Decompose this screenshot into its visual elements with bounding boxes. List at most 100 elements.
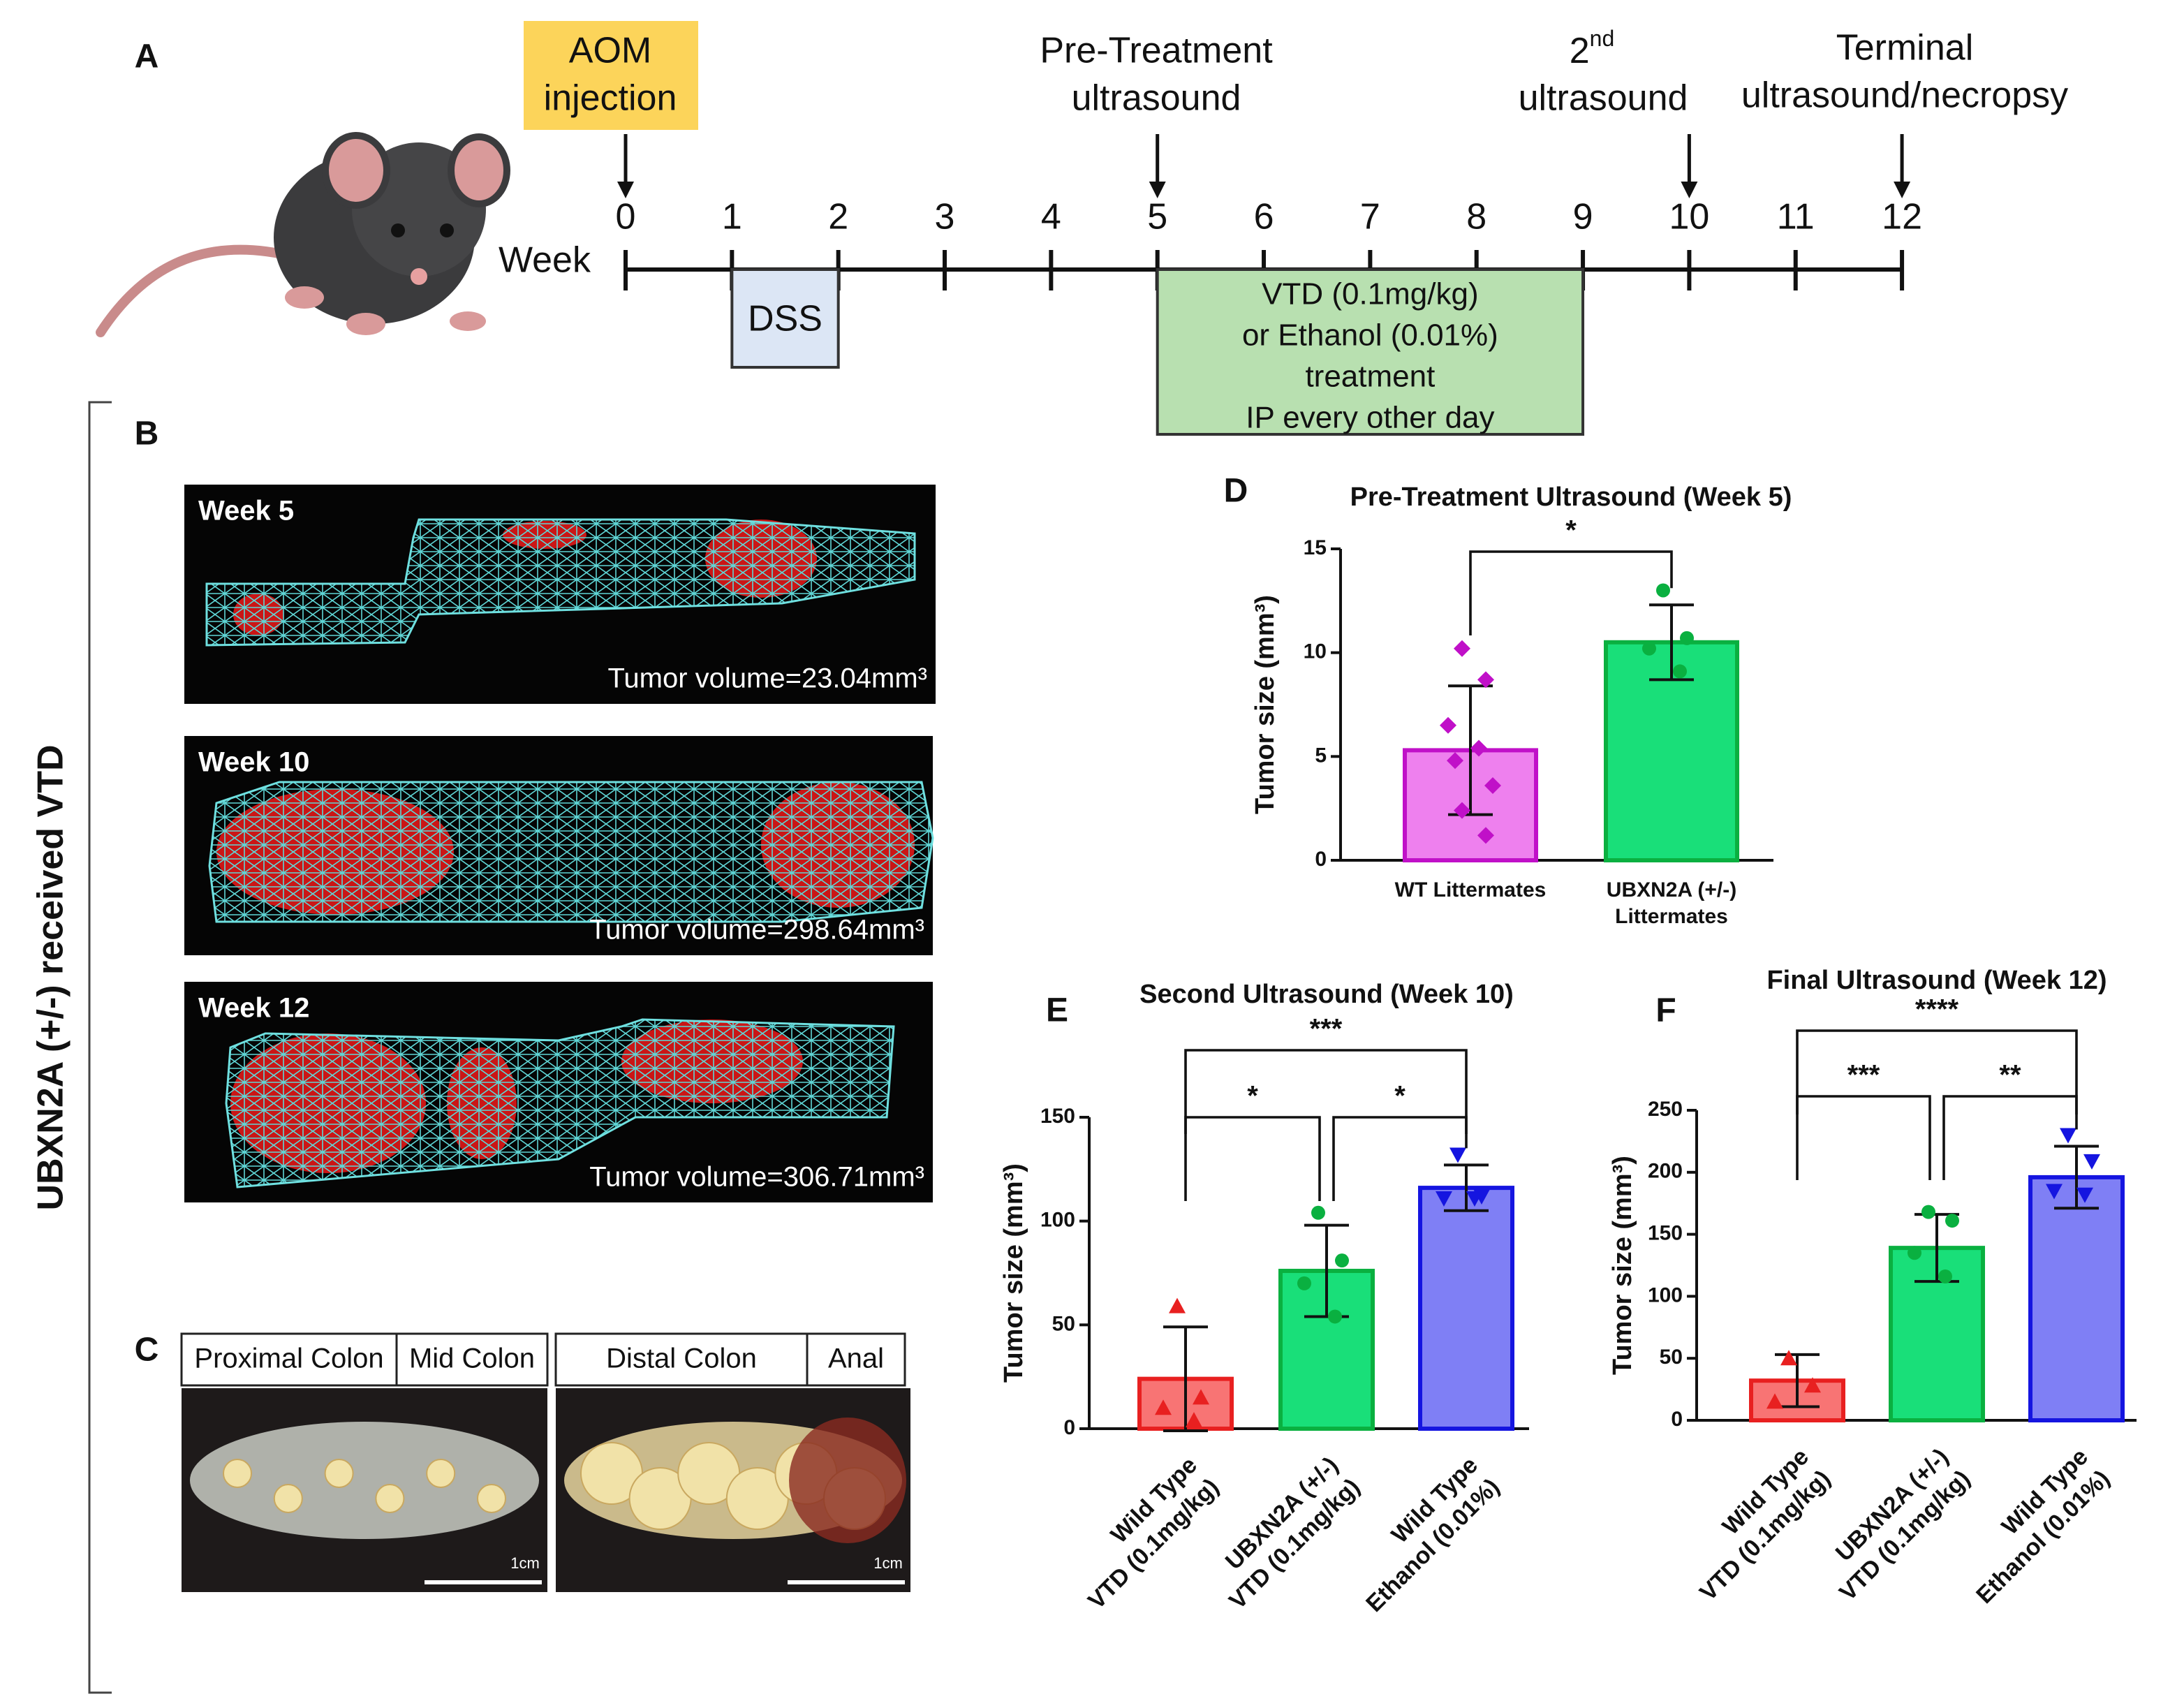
event-arrowhead	[1894, 182, 1911, 198]
data-point	[1449, 1147, 1466, 1163]
treatment-text: or Ethanol (0.01%)	[1242, 318, 1498, 353]
scale-label: 1cm	[873, 1554, 903, 1572]
tumor-nodule	[223, 1459, 252, 1488]
data-point	[1440, 716, 1456, 734]
data-point	[1328, 1309, 1342, 1324]
x-tick-label: UBXN2A (+/-)	[1607, 878, 1736, 901]
significance-bracket	[1796, 1029, 2078, 1114]
event-arrowhead	[1681, 182, 1698, 198]
panel-label: E	[1046, 992, 1068, 1029]
panel-label: C	[135, 1332, 159, 1369]
data-point	[1921, 1205, 1935, 1219]
event-arrowhead	[617, 182, 634, 198]
region-label: Proximal Colon	[194, 1343, 383, 1374]
data-point	[1477, 671, 1494, 689]
panel-label: A	[135, 38, 159, 75]
data-point	[1656, 583, 1670, 598]
significance-label: *	[1565, 515, 1577, 546]
tumor-nodule	[273, 1484, 303, 1513]
significance-label: ****	[1915, 994, 1959, 1025]
data-point	[1169, 1297, 1186, 1313]
side-label: UBXN2A (+/-) received VTD	[31, 744, 71, 1210]
significance-bracket	[1942, 1095, 2078, 1180]
event-text: AOM	[569, 31, 651, 71]
event-text: 2nd	[1570, 26, 1615, 71]
data-point	[1766, 1393, 1783, 1409]
significance-label: ***	[1310, 1014, 1343, 1045]
data-point	[1780, 1350, 1797, 1366]
significance-bracket	[1184, 1049, 1468, 1134]
data-point	[1804, 1377, 1821, 1393]
week-label: Week 10	[198, 747, 309, 778]
significance-bracket	[1184, 1116, 1321, 1201]
region-label: Mid Colon	[409, 1343, 535, 1374]
data-point	[2060, 1128, 2076, 1144]
dss-box	[730, 268, 840, 369]
y-tick-label: 5	[1315, 744, 1327, 767]
week-label: 6	[1254, 197, 1274, 237]
data-point	[1908, 1246, 1921, 1260]
data-point	[1680, 631, 1694, 645]
significance-label: *	[1394, 1081, 1405, 1112]
y-tick-label: 50	[1660, 1346, 1683, 1369]
data-point	[1454, 640, 1470, 657]
data-point	[1477, 827, 1494, 844]
event-arrowhead	[1149, 182, 1166, 198]
treatment-box	[1156, 268, 1585, 436]
significance-bracket	[1796, 1095, 1931, 1180]
treatment-text: IP every other day	[1246, 401, 1494, 435]
scale-label: 1cm	[510, 1554, 540, 1572]
week-label: Week 12	[198, 993, 309, 1024]
event-text: ultrasound	[1519, 78, 1688, 119]
event-text: ultrasound/necropsy	[1741, 75, 2068, 116]
week-label: 0	[616, 197, 636, 237]
y-axis-label: Tumor size (mm³)	[999, 1163, 1028, 1383]
data-point	[2083, 1154, 2100, 1170]
data-point	[1938, 1269, 1952, 1283]
data-point	[1673, 664, 1687, 679]
data-point	[1945, 1214, 1959, 1228]
event-text: ultrasound	[1072, 78, 1241, 119]
significance-bracket	[1469, 550, 1673, 635]
region-box	[395, 1332, 549, 1387]
y-tick-label: 50	[1052, 1312, 1075, 1335]
mouse-illustration	[96, 132, 510, 337]
y-tick-label: 100	[1648, 1283, 1683, 1306]
panel-label: B	[135, 415, 159, 452]
y-tick-label: 15	[1304, 536, 1327, 559]
x-tick-label: WT Littermates	[1395, 878, 1547, 901]
tumor-nodule	[324, 1459, 354, 1488]
event-text: Terminal	[1836, 28, 1974, 68]
y-tick-label: 250	[1648, 1098, 1683, 1121]
data-point	[1436, 1191, 1452, 1207]
week-label: 11	[1777, 197, 1815, 237]
y-tick-label: 100	[1040, 1209, 1075, 1232]
region-label: Anal	[828, 1343, 884, 1374]
y-axis-label: Tumor size (mm³)	[1250, 595, 1280, 814]
event-text: Pre-Treatment	[1040, 31, 1273, 71]
panel-label: D	[1224, 473, 1248, 510]
event-superscript: nd	[1590, 26, 1615, 51]
data-point	[2076, 1187, 2093, 1203]
data-point	[1297, 1276, 1311, 1290]
side-bracket	[88, 401, 112, 1694]
axis-label: Week	[499, 240, 591, 281]
data-point	[1193, 1389, 1209, 1405]
data-point	[1466, 1191, 1483, 1207]
aom-box	[524, 21, 698, 130]
data-point	[1155, 1399, 1172, 1415]
tumor-nodule	[426, 1459, 456, 1488]
y-tick-label: 10	[1304, 640, 1327, 663]
significance-bracket	[1332, 1116, 1468, 1201]
panel-label: F	[1655, 992, 1676, 1029]
volume-label: Tumor volume=23.04mm³	[607, 663, 927, 694]
week-label: 4	[1041, 197, 1061, 237]
data-point	[1186, 1412, 1202, 1428]
significance-label: *	[1247, 1081, 1258, 1112]
data-point	[1484, 776, 1501, 794]
week-label: 12	[1882, 197, 1922, 237]
data-point	[1447, 752, 1463, 770]
x-tick-label: Littermates	[1615, 905, 1728, 928]
region-box	[554, 1332, 809, 1387]
